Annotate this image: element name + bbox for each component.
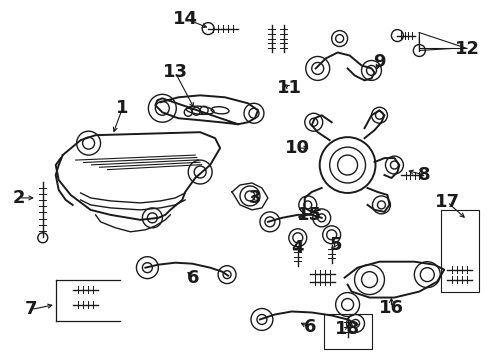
Text: 9: 9	[372, 53, 385, 71]
Text: 6: 6	[186, 269, 199, 287]
Bar	[440, 210, 478, 292]
Text: 1: 1	[116, 99, 128, 117]
Text: 3: 3	[248, 189, 261, 207]
Text: 6: 6	[303, 319, 315, 337]
Text: 2: 2	[13, 189, 25, 207]
Text: 14: 14	[172, 10, 197, 28]
Text: 10: 10	[285, 139, 310, 157]
Text: 8: 8	[417, 166, 430, 184]
Text: 5: 5	[329, 236, 341, 254]
Bar	[323, 315, 371, 349]
Text: 16: 16	[378, 298, 403, 316]
Text: 11: 11	[277, 79, 302, 97]
Text: 7: 7	[24, 301, 37, 319]
Text: 15: 15	[297, 206, 322, 224]
Text: 12: 12	[454, 40, 479, 58]
Text: 4: 4	[291, 239, 304, 257]
Text: 18: 18	[334, 320, 360, 338]
Text: 17: 17	[434, 193, 459, 211]
Text: 13: 13	[163, 63, 187, 81]
